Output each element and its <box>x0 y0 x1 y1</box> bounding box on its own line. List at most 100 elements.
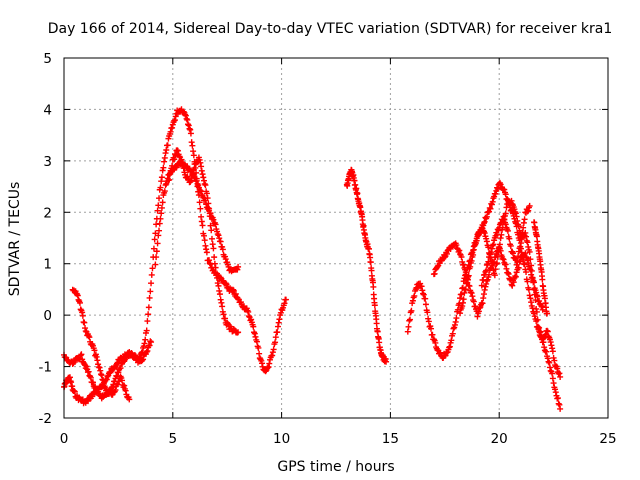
data-point <box>248 316 255 323</box>
data-point <box>152 261 159 268</box>
data-point <box>544 310 551 317</box>
data-point <box>163 147 170 154</box>
data-point <box>517 258 524 265</box>
data-point <box>468 257 475 264</box>
data-point <box>159 167 166 174</box>
data-point <box>487 205 494 212</box>
gridlines <box>64 58 608 418</box>
chart-title: Day 166 of 2014, Sidereal Day-to-day VTE… <box>48 21 613 37</box>
data-point <box>527 256 534 263</box>
data-point <box>489 262 496 269</box>
data-point <box>463 280 470 287</box>
data-point <box>187 126 194 133</box>
data-point <box>422 295 429 302</box>
data-point <box>198 213 205 220</box>
data-point <box>494 253 501 260</box>
data-point <box>494 231 501 238</box>
data-point <box>144 347 151 354</box>
data-point <box>107 369 114 376</box>
data-point <box>472 303 479 310</box>
data-point <box>81 319 88 326</box>
data-point <box>185 121 192 128</box>
data-point <box>198 188 205 195</box>
data-point <box>140 356 147 363</box>
data-point <box>495 227 502 234</box>
x-tick-label: 20 <box>491 431 508 447</box>
data-point <box>235 263 242 270</box>
data-point <box>520 219 527 226</box>
data-point <box>514 217 521 224</box>
series-t5 <box>165 147 242 336</box>
data-point <box>164 142 171 149</box>
data-point <box>515 223 522 230</box>
data-point <box>545 358 552 365</box>
data-point <box>556 401 563 408</box>
y-axis-label: SDTVAR / TECUs <box>7 182 23 297</box>
data-point <box>202 182 209 189</box>
data-point <box>554 365 561 372</box>
data-point <box>187 178 194 185</box>
data-point <box>512 210 519 217</box>
data-point <box>457 310 464 317</box>
data-point <box>190 166 197 173</box>
data-point <box>501 186 508 193</box>
data-point <box>503 204 510 211</box>
data-point <box>169 124 176 131</box>
data-point <box>488 249 495 256</box>
data-point <box>509 282 516 289</box>
data-point <box>234 266 241 273</box>
data-point <box>79 309 86 316</box>
data-point <box>214 231 221 238</box>
data-point <box>210 216 217 223</box>
data-point <box>172 152 179 159</box>
data-point <box>83 363 90 370</box>
data-point <box>85 332 92 339</box>
data-point <box>203 190 210 197</box>
data-point <box>449 330 456 337</box>
data-point <box>481 218 488 225</box>
data-point <box>148 280 155 287</box>
data-point <box>208 227 215 234</box>
data-point <box>222 315 229 322</box>
data-point <box>483 277 490 284</box>
data-point <box>544 327 551 334</box>
data-point <box>459 299 466 306</box>
data-point <box>503 265 510 272</box>
data-point <box>200 174 207 181</box>
data-point <box>216 235 223 242</box>
data-point <box>418 283 425 290</box>
data-point <box>452 318 459 325</box>
data-point <box>245 308 252 315</box>
data-point <box>212 264 219 271</box>
data-point <box>462 286 469 293</box>
data-point <box>475 308 482 315</box>
data-point <box>251 330 258 337</box>
data-point <box>453 242 460 249</box>
data-point <box>491 272 498 279</box>
data-point <box>367 259 374 266</box>
data-point <box>143 327 150 334</box>
data-point <box>162 182 169 189</box>
data-point <box>528 262 535 269</box>
data-point <box>480 295 487 302</box>
data-point <box>548 342 555 349</box>
data-point <box>530 279 537 286</box>
data-point <box>481 286 488 293</box>
data-point <box>451 321 458 328</box>
data-point <box>437 349 444 356</box>
data-point <box>173 164 180 171</box>
data-point <box>198 167 205 174</box>
data-point <box>141 340 148 347</box>
data-point <box>97 371 104 378</box>
data-point <box>478 282 485 289</box>
data-point <box>488 201 495 208</box>
data-point <box>199 171 206 178</box>
data-point <box>470 298 477 305</box>
data-point <box>159 199 166 206</box>
data-point <box>274 323 281 330</box>
data-point <box>526 248 533 255</box>
data-point <box>502 210 509 217</box>
data-point <box>94 357 101 364</box>
data-point <box>488 245 495 252</box>
